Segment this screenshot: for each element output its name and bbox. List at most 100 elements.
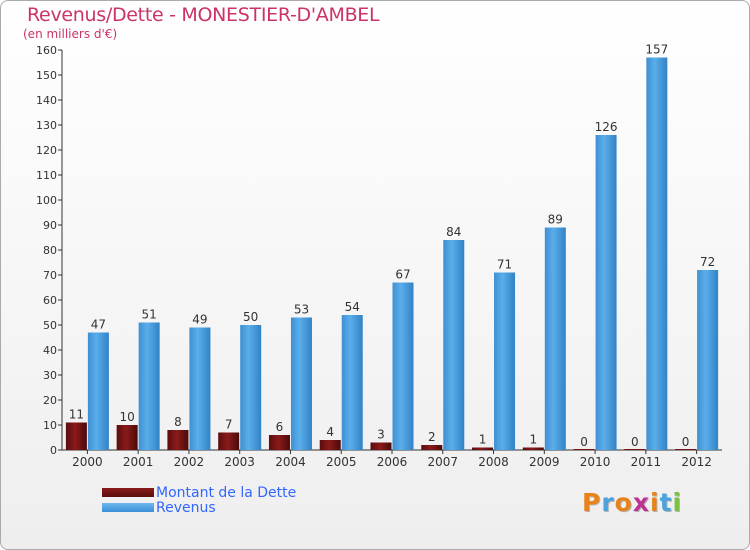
debt-data-label: 0 [682, 435, 690, 449]
debt-data-label: 3 [377, 428, 385, 442]
debt-bar [116, 425, 138, 450]
legend-swatch-debt [102, 488, 154, 497]
revenue-bar [341, 315, 363, 450]
legend-swatch-revenue [102, 503, 154, 512]
y-tick-label: 120 [36, 144, 57, 157]
x-tick-label: 2006 [377, 455, 408, 469]
y-ticks: 0 10 20 30 40 50 60 70 80 90 100 110 120 130 140 150 160 [36, 44, 62, 457]
revenue-bar [392, 282, 414, 450]
revenue-data-label: 51 [142, 308, 157, 322]
x-tick-label: 2008 [478, 455, 509, 469]
revenue-data-label: 157 [645, 43, 668, 57]
x-tick-label: 2007 [427, 455, 458, 469]
chart-title: Revenus/Dette - MONESTIER-D'AMBEL [27, 4, 380, 26]
revenue-bar [494, 272, 516, 450]
debt-bar [472, 447, 494, 450]
revenue-data-label: 71 [497, 258, 512, 272]
revenue-bar [646, 57, 668, 450]
x-tick-label: 2002 [174, 455, 205, 469]
chart-subtitle: (en milliers d'€) [23, 27, 118, 41]
y-tick-label: 110 [36, 169, 57, 182]
y-tick-label: 90 [43, 219, 57, 232]
revenue-bar [189, 327, 211, 450]
legend-label-debt: Montant de la Dette [156, 485, 297, 501]
y-tick-label: 30 [43, 369, 57, 382]
debt-bar [218, 432, 240, 450]
debt-data-label: 10 [120, 410, 135, 424]
revenue-data-label: 49 [192, 313, 207, 327]
legend-label-revenue: Revenus [156, 500, 216, 516]
y-tick-label: 70 [43, 269, 57, 282]
debt-bar [268, 435, 290, 450]
revenue-bar [87, 332, 109, 450]
x-tick-label: 2004 [275, 455, 306, 469]
y-tick-label: 50 [43, 319, 57, 332]
y-tick-label: 40 [43, 344, 57, 357]
revenue-bar [595, 135, 617, 450]
y-tick-label: 130 [36, 119, 57, 132]
x-tick-label: 2005 [326, 455, 357, 469]
y-tick-label: 0 [50, 444, 57, 457]
y-tick-label: 10 [43, 419, 57, 432]
bars [65, 57, 719, 450]
logo-letter: r [601, 488, 615, 517]
logo-letter: o [614, 488, 633, 517]
debt-bar [675, 449, 697, 450]
revenue-bar [240, 325, 262, 450]
x-tick-label: 2011 [631, 455, 662, 469]
logo-letter: i [650, 488, 660, 517]
revenue-bar [290, 317, 312, 450]
revenue-data-label: 47 [91, 318, 106, 332]
x-tick-label: 2000 [72, 455, 103, 469]
y-tick-label: 20 [43, 394, 57, 407]
x-tick-label: 2003 [224, 455, 255, 469]
debt-bar [319, 440, 341, 450]
debt-data-label: 2 [428, 430, 436, 444]
revenue-data-label: 67 [395, 268, 410, 282]
y-tick-label: 100 [36, 194, 57, 207]
x-tick-label: 2010 [580, 455, 611, 469]
revenue-data-label: 50 [243, 310, 258, 324]
debt-bar [65, 422, 87, 450]
x-tick-labels: 2000 2001 2002 2003 2004 2005 2006 2007 2008 2009… [72, 450, 712, 469]
revenue-data-label: 84 [446, 225, 461, 239]
revenue-data-label: 53 [294, 303, 309, 317]
data-labels: 11 47 10 51 8 49 7 50 6 53 4 54 3 67 2 84 1 71 1 89 0 126 0 157… [69, 43, 716, 450]
debt-data-label: 8 [174, 415, 182, 429]
debt-data-label: 11 [69, 408, 84, 422]
debt-data-label: 1 [479, 433, 487, 447]
axes [61, 50, 722, 451]
debt-bar [421, 445, 443, 450]
y-tick-label: 160 [36, 44, 57, 57]
y-tick-label: 140 [36, 94, 57, 107]
x-tick-label: 2012 [681, 455, 712, 469]
debt-bar [167, 430, 189, 450]
y-tick-label: 80 [43, 244, 57, 257]
debt-data-label: 0 [631, 435, 639, 449]
debt-data-label: 1 [529, 433, 537, 447]
debt-bar [522, 447, 544, 450]
y-tick-label: 150 [36, 69, 57, 82]
debt-data-label: 7 [225, 418, 233, 432]
debt-bar [573, 449, 595, 450]
debt-bar [370, 442, 392, 450]
revenue-bar [544, 227, 566, 450]
x-tick-label: 2001 [123, 455, 154, 469]
revenue-data-label: 89 [548, 213, 563, 227]
revenue-data-label: 126 [595, 120, 618, 134]
revenue-data-label: 54 [345, 300, 360, 314]
proxiti-logo: Proxiti [582, 488, 682, 517]
debt-data-label: 6 [276, 420, 284, 434]
logo-letter: t [659, 488, 673, 517]
logo-letter: P [582, 488, 602, 517]
logo-letter: x [632, 488, 650, 517]
revenue-bar [697, 270, 719, 450]
y-tick-label: 60 [43, 294, 57, 307]
revenue-bar [138, 322, 160, 450]
debt-bar [624, 449, 646, 450]
x-tick-label: 2009 [529, 455, 560, 469]
debt-data-label: 0 [580, 435, 588, 449]
debt-data-label: 4 [326, 425, 334, 439]
